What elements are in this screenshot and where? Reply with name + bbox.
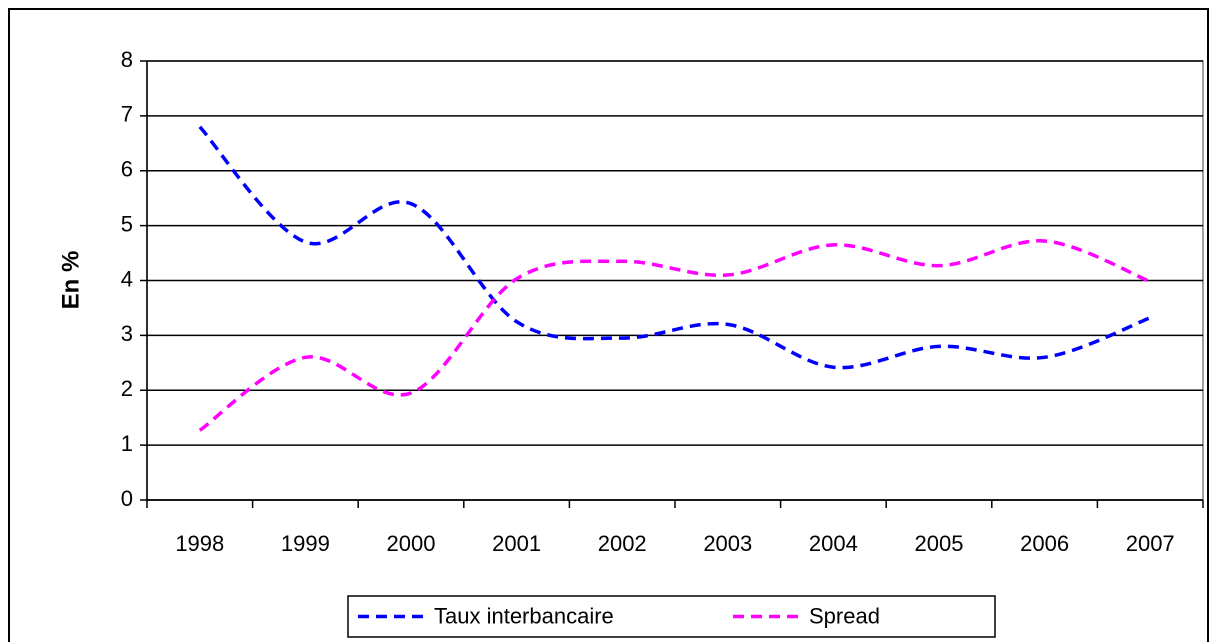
- x-tick-label: 2000: [387, 531, 436, 556]
- y-tick-label: 6: [121, 157, 133, 182]
- y-tick-label: 5: [121, 211, 133, 236]
- x-tick-label: 2001: [492, 531, 541, 556]
- legend-box: [347, 595, 996, 638]
- y-tick-label: 4: [121, 266, 133, 291]
- y-tick-label: 3: [121, 321, 133, 346]
- legend-label: Taux interbancaire: [434, 603, 614, 628]
- x-tick-label: 2007: [1126, 531, 1175, 556]
- y-axis-label: En %: [57, 251, 84, 310]
- y-tick-label: 1: [121, 431, 133, 456]
- x-tick-label: 2004: [809, 531, 858, 556]
- line: [198, 239, 1151, 432]
- y-tick-label: 2: [121, 376, 133, 401]
- x-tick-label: 2002: [598, 531, 647, 556]
- x-tick-label: 2005: [915, 531, 964, 556]
- x-tick-label: 2003: [703, 531, 752, 556]
- legend-label: Spread: [809, 603, 880, 628]
- x-tick-label: 1998: [175, 531, 224, 556]
- chart-border: [8, 8, 1209, 642]
- y-tick-label: 7: [121, 102, 133, 127]
- x-tick-label: 2006: [1020, 531, 1069, 556]
- y-tick-label: 0: [121, 486, 133, 511]
- x-tick-label: 1999: [281, 531, 330, 556]
- line: [198, 125, 1151, 370]
- y-tick-label: 8: [121, 47, 133, 72]
